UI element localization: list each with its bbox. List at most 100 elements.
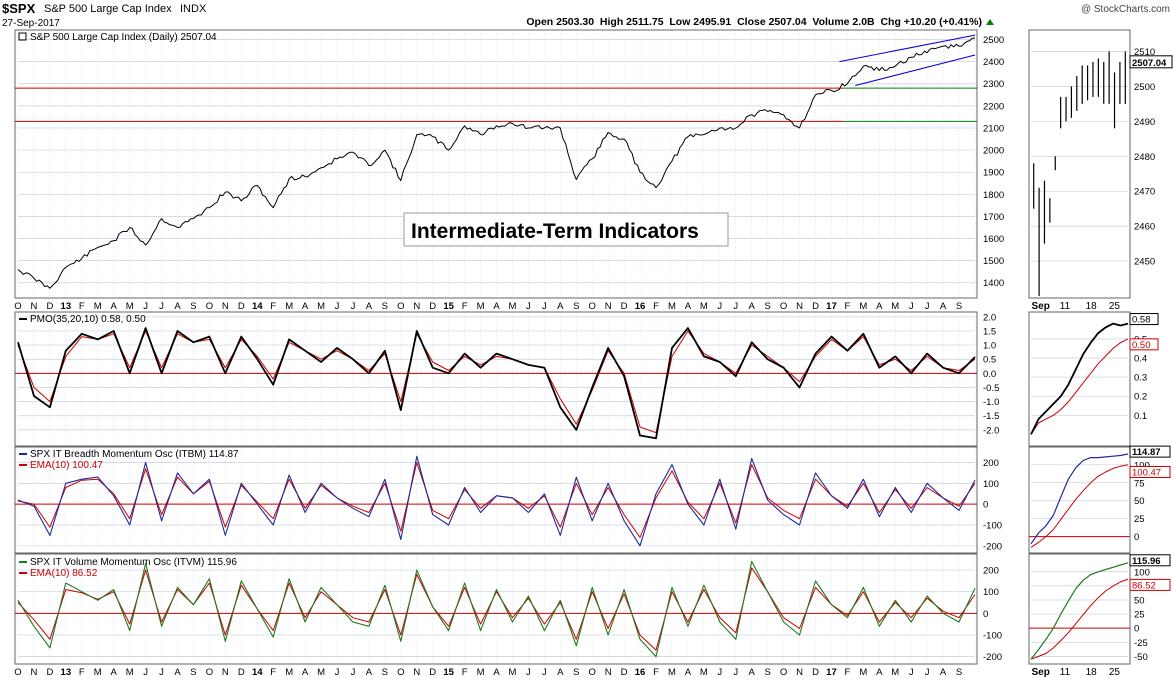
itvm-x-label-27: 15: [443, 667, 454, 678]
itbm-panel-title: SPX IT Breadth Momentum Osc (ITBM) 114.8…: [19, 449, 239, 471]
price-x-label-48: O: [780, 301, 787, 312]
itvm-x-label-19: M: [317, 667, 325, 678]
price-tick-label-3: 1700: [983, 212, 1004, 223]
grid-layer: [17, 34, 1128, 662]
pmo-tick-label-2: -1.0: [983, 397, 999, 408]
itvm-x-label-50: D: [812, 667, 819, 678]
pmo-tick-label-8: 2.0: [983, 312, 996, 323]
zoom-itbm-tick-label-1: 25: [1134, 514, 1145, 525]
zoom-price-tick-label-3: 2480: [1134, 152, 1155, 163]
itvm-x-label-29: M: [477, 667, 485, 678]
itvm-x-label-7: M: [126, 667, 134, 678]
itvm-x-label-59: S: [956, 667, 962, 678]
itvm-x-label-43: M: [700, 667, 708, 678]
itvm-x-label-0: O: [14, 667, 21, 678]
itvm-panel: [14, 553, 978, 665]
price-panel-title: S&P 500 Large Cap Index (Daily) 2507.04: [18, 32, 217, 43]
itbm-tick-label-1: -100: [983, 520, 1002, 531]
itvm-x-label-33: J: [542, 667, 547, 678]
price-x-label-51: 17: [826, 301, 837, 312]
price-x-label-45: J: [733, 301, 738, 312]
itvm-x-label-55: M: [891, 667, 899, 678]
price-x-label-54: A: [876, 301, 883, 312]
itvm-x-label-14: D: [238, 667, 245, 678]
itbm-panel: [14, 446, 978, 554]
itvm-x-label-42: A: [685, 667, 692, 678]
quote-line: Open 2503.30 High 2511.75 Low 2495.91 Cl…: [526, 16, 982, 28]
price-tick-label-6: 2000: [983, 146, 1004, 157]
itvm-x-label-24: O: [397, 667, 404, 678]
itvm-title-text: SPX IT Volume Momentum Osc (ITVM) 115.96: [30, 557, 237, 568]
price-tick-label-1: 1500: [983, 256, 1004, 267]
itvm-x-label-1: N: [31, 667, 38, 678]
price-x-label-59: S: [956, 301, 962, 312]
pmo-tick-label-5: 0.5: [983, 355, 996, 366]
price-x-label-31: M: [508, 301, 516, 312]
price-x-label-2: D: [46, 301, 53, 312]
zoom-itbm-tick-label-0: 0: [1134, 532, 1139, 543]
pmo-tick-label-4: 0.0: [983, 369, 996, 380]
price-x-label-41: M: [668, 301, 676, 312]
price-x-label-10: A: [174, 301, 181, 312]
price-x-label-28: F: [462, 301, 468, 312]
zoom-pmo-badge-1: [1129, 338, 1159, 351]
zoom-itbm-line: [1030, 453, 1129, 545]
itbm-title-text: SPX IT Breadth Momentum Osc (ITBM) 114.8…: [30, 449, 239, 460]
itvm-x-label-58: A: [940, 667, 947, 678]
itvm-x-label-28: F: [462, 667, 468, 678]
itvm-x-label-3: 13: [61, 667, 72, 678]
itvm-x-label-40: F: [653, 667, 659, 678]
price-x-label-56: J: [909, 301, 914, 312]
price-x-label-12: O: [206, 301, 213, 312]
price-tick-label-2: 1600: [983, 234, 1004, 245]
itvm-x-label-57: J: [925, 667, 930, 678]
price-x-label-26: D: [429, 301, 436, 312]
zoom-itvm-x-label-3: 25: [1109, 667, 1121, 678]
price-tick-label-4: 1800: [983, 190, 1004, 201]
price-x-label-25: N: [413, 301, 420, 312]
zoom-itvm-x-label-2: 18: [1086, 667, 1098, 678]
itvm-x-label-21: J: [351, 667, 356, 678]
itbm-tick-label-0: -200: [983, 541, 1002, 552]
price-panel: [14, 29, 978, 299]
price-x-label-13: N: [222, 301, 229, 312]
zoom-price-last-badge: [1129, 55, 1173, 69]
itvm-x-label-10: A: [174, 667, 181, 678]
zoom-pmo-line: [1030, 322, 1129, 435]
itvm-x-label-53: M: [859, 667, 867, 678]
marks-layer: [15, 34, 1130, 660]
zoom-itbm-tick-label-3: 75: [1134, 478, 1145, 489]
itvm-x-label-51: 17: [826, 667, 837, 678]
zoom-itvm-tick-label-6: 100: [1134, 567, 1150, 578]
itvm-x-label-16: F: [270, 667, 276, 678]
price-x-label-39: 16: [635, 301, 646, 312]
price-x-label-47: S: [764, 301, 770, 312]
price-x-label-16: F: [270, 301, 276, 312]
zoom-pmo-signal-line: [1030, 338, 1129, 435]
itbm-ema-text: EMA(10) 100.47: [30, 460, 103, 471]
price-x-label-34: A: [557, 301, 564, 312]
itvm-tick-label-4: 200: [983, 566, 999, 577]
zoom-itvm-badge-label-0: 115.96: [1132, 556, 1161, 567]
zoom-x-label-0: Sep: [1032, 301, 1050, 312]
itvm-x-label-46: A: [749, 667, 756, 678]
zoom-itvm-badge-label-1: 86.52: [1132, 580, 1156, 591]
itvm-x-label-6: A: [111, 667, 118, 678]
price-x-label-33: J: [542, 301, 547, 312]
itvm-tick-label-2: 0: [983, 609, 988, 620]
itvm-ema-line: [17, 567, 976, 651]
price-tick-label-10: 2400: [983, 57, 1004, 68]
zoom-itbm-badge-label-0: 114.87: [1132, 447, 1161, 458]
zoom-pmo-badge-label-1: 0.50: [1132, 340, 1151, 351]
price-x-label-6: A: [111, 301, 118, 312]
itbm-tick-label-4: 200: [983, 458, 999, 469]
price-x-label-36: O: [589, 301, 596, 312]
zoom-itvm-tick-label-4: 50: [1134, 595, 1145, 606]
price-x-label-55: M: [891, 301, 899, 312]
symbol-title: $SPX: [2, 1, 36, 16]
price-x-label-49: N: [796, 301, 803, 312]
itbm-line: [17, 455, 976, 547]
price-x-label-35: S: [573, 301, 579, 312]
zoom-itvm-x-label-0: Sep: [1032, 667, 1050, 678]
